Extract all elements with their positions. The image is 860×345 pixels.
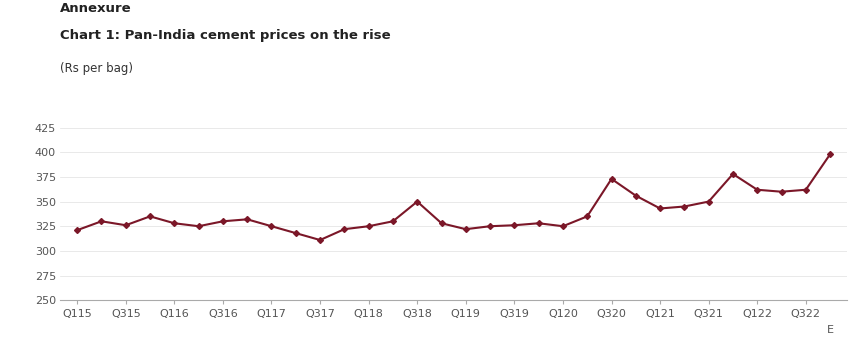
Text: E: E bbox=[826, 325, 833, 335]
Text: Chart 1: Pan-India cement prices on the rise: Chart 1: Pan-India cement prices on the … bbox=[60, 29, 390, 42]
Text: Annexure: Annexure bbox=[60, 2, 132, 15]
Text: (Rs per bag): (Rs per bag) bbox=[60, 62, 133, 75]
